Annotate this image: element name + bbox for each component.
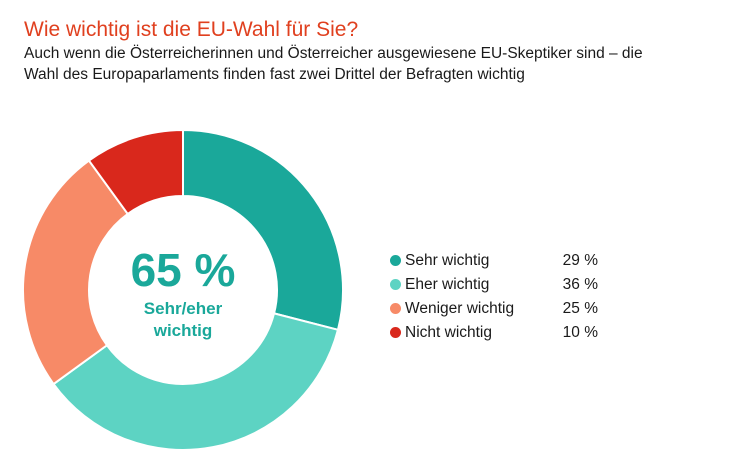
legend-value: 29 % xyxy=(562,252,598,269)
legend-label: Sehr wichtig xyxy=(405,252,490,269)
legend-dot-icon xyxy=(390,255,401,266)
legend-dot-icon xyxy=(390,303,401,314)
subtitle-line-2: Wahl des Europaparlaments finden fast zw… xyxy=(24,66,525,83)
donut-slice-eher-wichtig xyxy=(52,312,340,451)
legend-item-weniger-wichtig: Weniger wichtig 25 % xyxy=(390,299,605,323)
legend-dot-icon xyxy=(390,279,401,290)
legend-value: 36 % xyxy=(562,276,598,293)
legend-label: Nicht wichtig xyxy=(405,324,492,341)
center-label-line-1: Sehr/eher xyxy=(143,299,223,318)
chart-subtitle: Auch wenn die Österreicherinnen und Öste… xyxy=(24,43,724,85)
donut-slice-nicht-wichtig xyxy=(87,128,184,216)
legend-item-eher-wichtig: Eher wichtig 36 % xyxy=(390,275,605,299)
legend-label: Eher wichtig xyxy=(405,276,490,293)
legend-item-sehr-wichtig: Sehr wichtig 29 % xyxy=(390,251,605,275)
legend-item-nicht-wichtig: Nicht wichtig 10 % xyxy=(390,323,605,347)
legend-value: 10 % xyxy=(562,324,598,341)
legend-value: 25 % xyxy=(562,300,598,317)
center-label: Sehr/eher wichtig xyxy=(108,298,258,342)
legend-label: Weniger wichtig xyxy=(405,300,515,317)
legend: Sehr wichtig 29 % Eher wichtig 36 % Weni… xyxy=(390,251,605,347)
chart-title: Wie wichtig ist die EU-Wahl für Sie? xyxy=(24,18,359,41)
donut-slice-weniger-wichtig xyxy=(22,159,130,386)
legend-dot-icon xyxy=(390,327,401,338)
subtitle-line-1: Auch wenn die Österreicherinnen und Öste… xyxy=(24,45,643,62)
center-percentage: 65 % xyxy=(130,244,236,296)
center-label-line-2: wichtig xyxy=(153,321,213,340)
donut-slice-sehr-wichtig xyxy=(182,128,344,332)
